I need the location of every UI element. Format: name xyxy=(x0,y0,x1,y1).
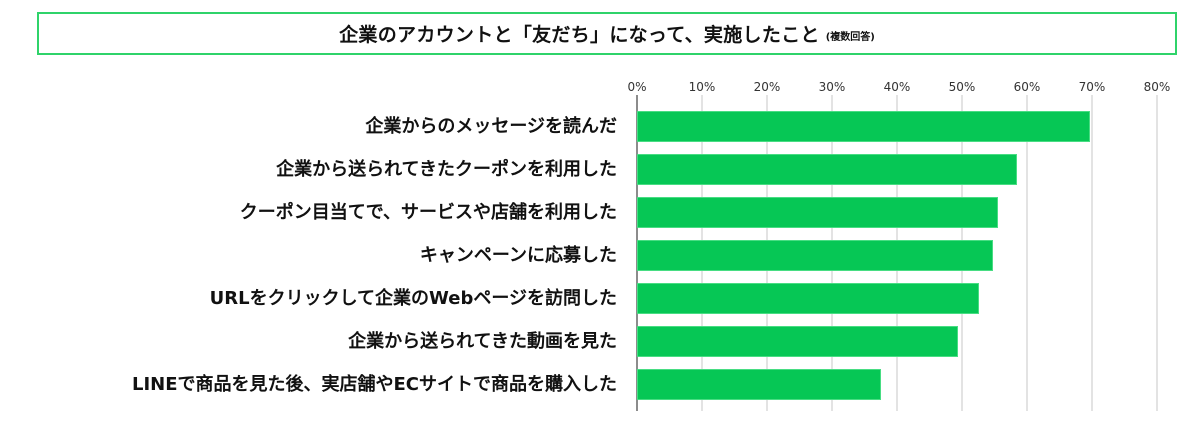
x-tick-label: 50% xyxy=(948,80,976,94)
gridline xyxy=(1026,95,1028,411)
x-tick-label: 20% xyxy=(753,80,781,94)
x-tick-label: 80% xyxy=(1143,80,1171,94)
gridline xyxy=(1091,95,1093,411)
x-tick-label: 60% xyxy=(1013,80,1041,94)
bar xyxy=(637,326,959,357)
x-tick-label: 40% xyxy=(883,80,911,94)
bar xyxy=(637,240,994,271)
x-tick-label: 70% xyxy=(1078,80,1106,94)
bar xyxy=(637,283,979,314)
bar xyxy=(637,369,881,400)
category-label: キャンペーンに応募した xyxy=(419,245,617,266)
chart-title: 企業のアカウントと「友だち」になって、実施したこと xyxy=(339,24,820,46)
gridline xyxy=(1156,95,1158,411)
bar xyxy=(637,197,998,228)
category-label: 企業から送られてきた動画を見た xyxy=(348,331,617,352)
chart-title-note: (複数回答) xyxy=(825,32,875,43)
category-label: 企業から送られてきたクーポンを利用した xyxy=(276,159,617,180)
chart-title-box: 企業のアカウントと「友だち」になって、実施したこと (複数回答) xyxy=(37,12,1177,55)
category-label: 企業からのメッセージを読んだ xyxy=(365,116,617,137)
x-tick-label: 10% xyxy=(688,80,716,94)
category-label: URLをクリックして企業のWebページを訪問した xyxy=(209,288,617,309)
x-tick-label: 30% xyxy=(818,80,846,94)
category-label: クーポン目当てで、サービスや店舗を利用した xyxy=(239,202,617,223)
x-tick-label: 0% xyxy=(627,80,647,94)
category-label: LINEで商品を見た後、実店舗やECサイトで商品を購入した xyxy=(131,374,617,395)
bar xyxy=(637,154,1018,185)
bar xyxy=(637,111,1091,142)
